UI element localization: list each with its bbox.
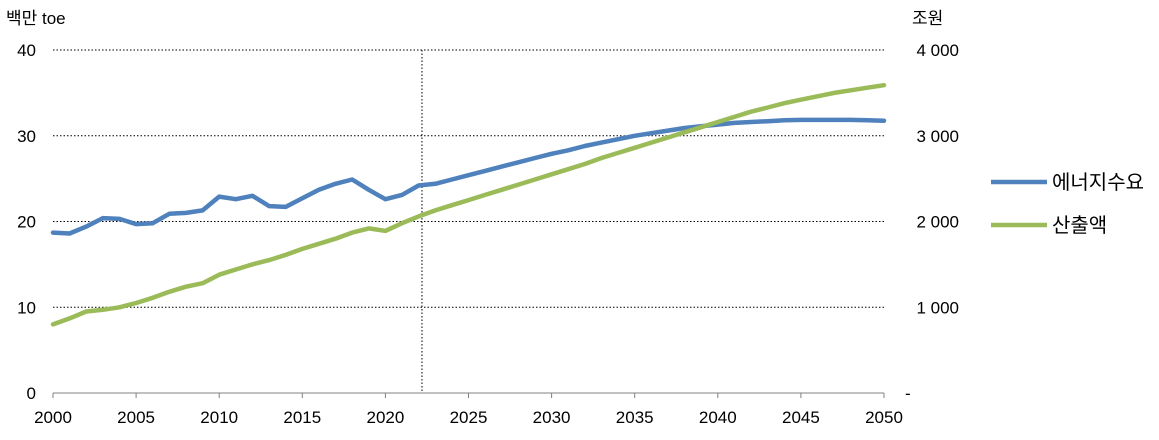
x-tick-label-2000: 2000 [34,408,72,427]
left-tick-label-30: 30 [17,127,36,146]
series-lines [50,82,887,327]
left-tick-label-20: 20 [17,213,36,232]
right-tick-label-3000: 3 000 [916,127,959,146]
left-axis-tick-labels: 0 10 20 30 40 [17,41,36,403]
right-tick-label-0: - [905,384,911,403]
x-tick-label-2015: 2015 [283,408,321,427]
series-line-0 [50,117,887,236]
left-tick-label-0: 0 [27,384,36,403]
right-tick-label-2000: 2 000 [916,213,959,232]
right-axis-unit-label: 조원 [912,9,943,28]
x-tick-label-2010: 2010 [200,408,238,427]
left-tick-label-10: 10 [17,298,36,317]
gridlines [53,49,884,308]
x-tick-label-2025: 2025 [450,408,488,427]
right-tick-label-1000: 1 000 [916,298,959,317]
x-tick-label-2020: 2020 [366,408,404,427]
right-tick-label-4000: 4 000 [916,41,959,60]
legend-label-energy-demand: 에너지수요 [1052,170,1144,194]
x-tick-label-2050: 2050 [865,408,903,427]
x-tick-label-2005: 2005 [117,408,155,427]
x-tick-label-2035: 2035 [616,408,654,427]
right-axis-tick-labels: - 1 000 2 000 3 000 4 000 [905,41,959,403]
x-tick-label-2040: 2040 [699,408,737,427]
x-tick-label-2030: 2030 [533,408,571,427]
series-line-1 [50,82,887,327]
left-axis-unit-label: 백만 toe [6,9,66,28]
legend: 에너지수요 산출액 [991,170,1144,237]
x-axis-ticks: 2000 2005 2010 2015 2020 2025 2030 2035 2040 2045… [34,393,903,427]
legend-label-output: 산출액 [1052,213,1107,237]
left-tick-label-40: 40 [17,41,36,60]
x-tick-label-2045: 2045 [782,408,820,427]
